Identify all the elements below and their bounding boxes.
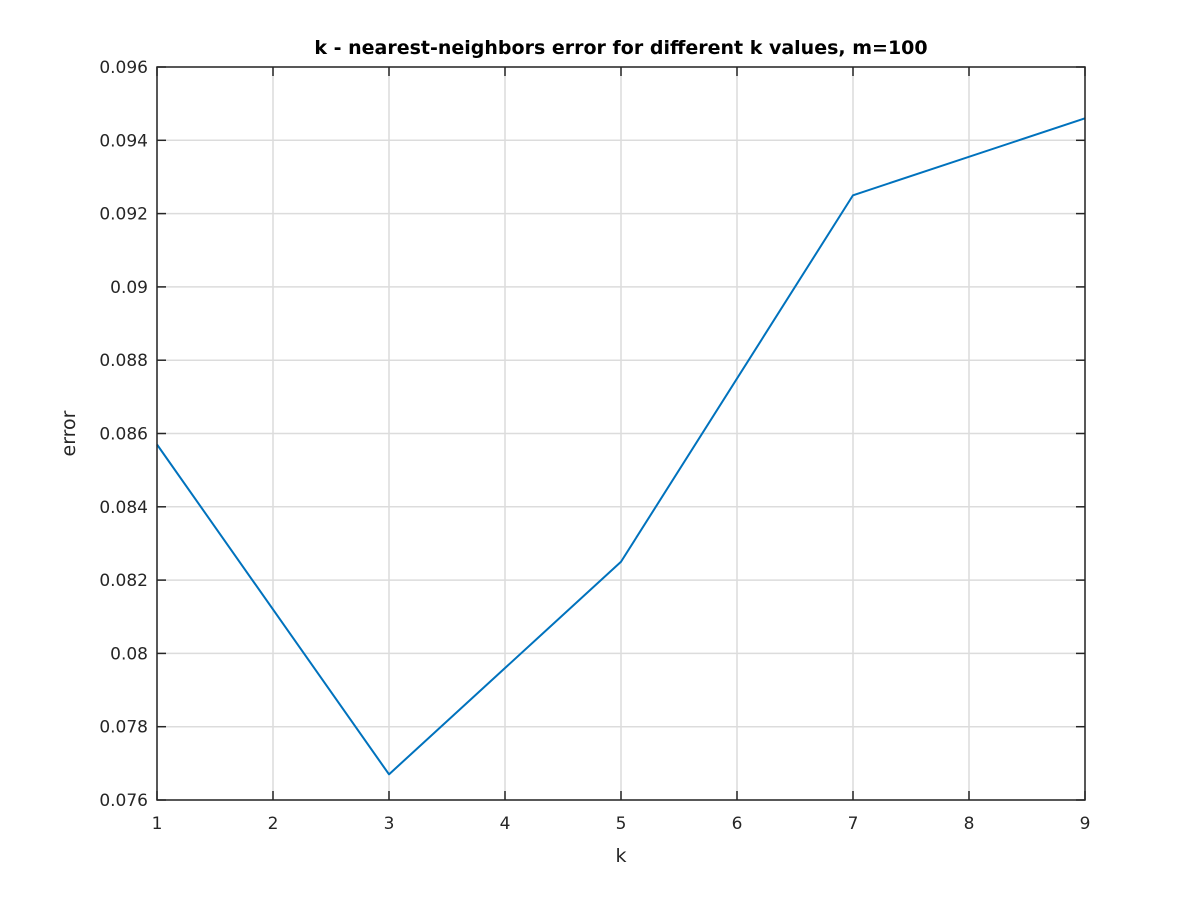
x-tick-label: 2 [268,814,279,834]
series-line [156,117,1086,776]
x-tick-label: 7 [848,814,859,834]
y-tick-label: 0.076 [99,791,148,811]
y-tick-label: 0.078 [99,718,148,738]
x-tick-label: 8 [964,814,975,834]
chart-title: k - nearest-neighbors error for differen… [314,37,927,59]
x-tick-label: 6 [732,814,743,834]
x-tick-label: 9 [1080,814,1091,834]
x-tick-label: 3 [384,814,395,834]
grid [156,66,1086,801]
y-tick-label: 0.084 [99,498,148,518]
y-tick-label: 0.09 [110,278,148,298]
x-tick-label: 4 [500,814,511,834]
x-axis-label: k [615,845,626,867]
y-axis-label: error [58,410,80,456]
y-tick-label: 0.092 [99,205,148,225]
y-tick-label: 0.094 [99,131,148,151]
ticks: 1 2 3 4 5 6 7 8 9 0.076 0.078 0.08 0.082 0.084 0.086 0.… [99,58,1090,834]
y-tick-label: 0.082 [99,571,148,591]
y-tick-label: 0.086 [99,425,148,445]
y-tick-label: 0.088 [99,351,148,371]
y-tick-label: 0.08 [110,644,148,664]
x-tick-label: 1 [152,814,163,834]
series-layer [156,117,1086,776]
x-tick-label: 5 [616,814,627,834]
y-tick-label: 0.096 [99,58,148,78]
